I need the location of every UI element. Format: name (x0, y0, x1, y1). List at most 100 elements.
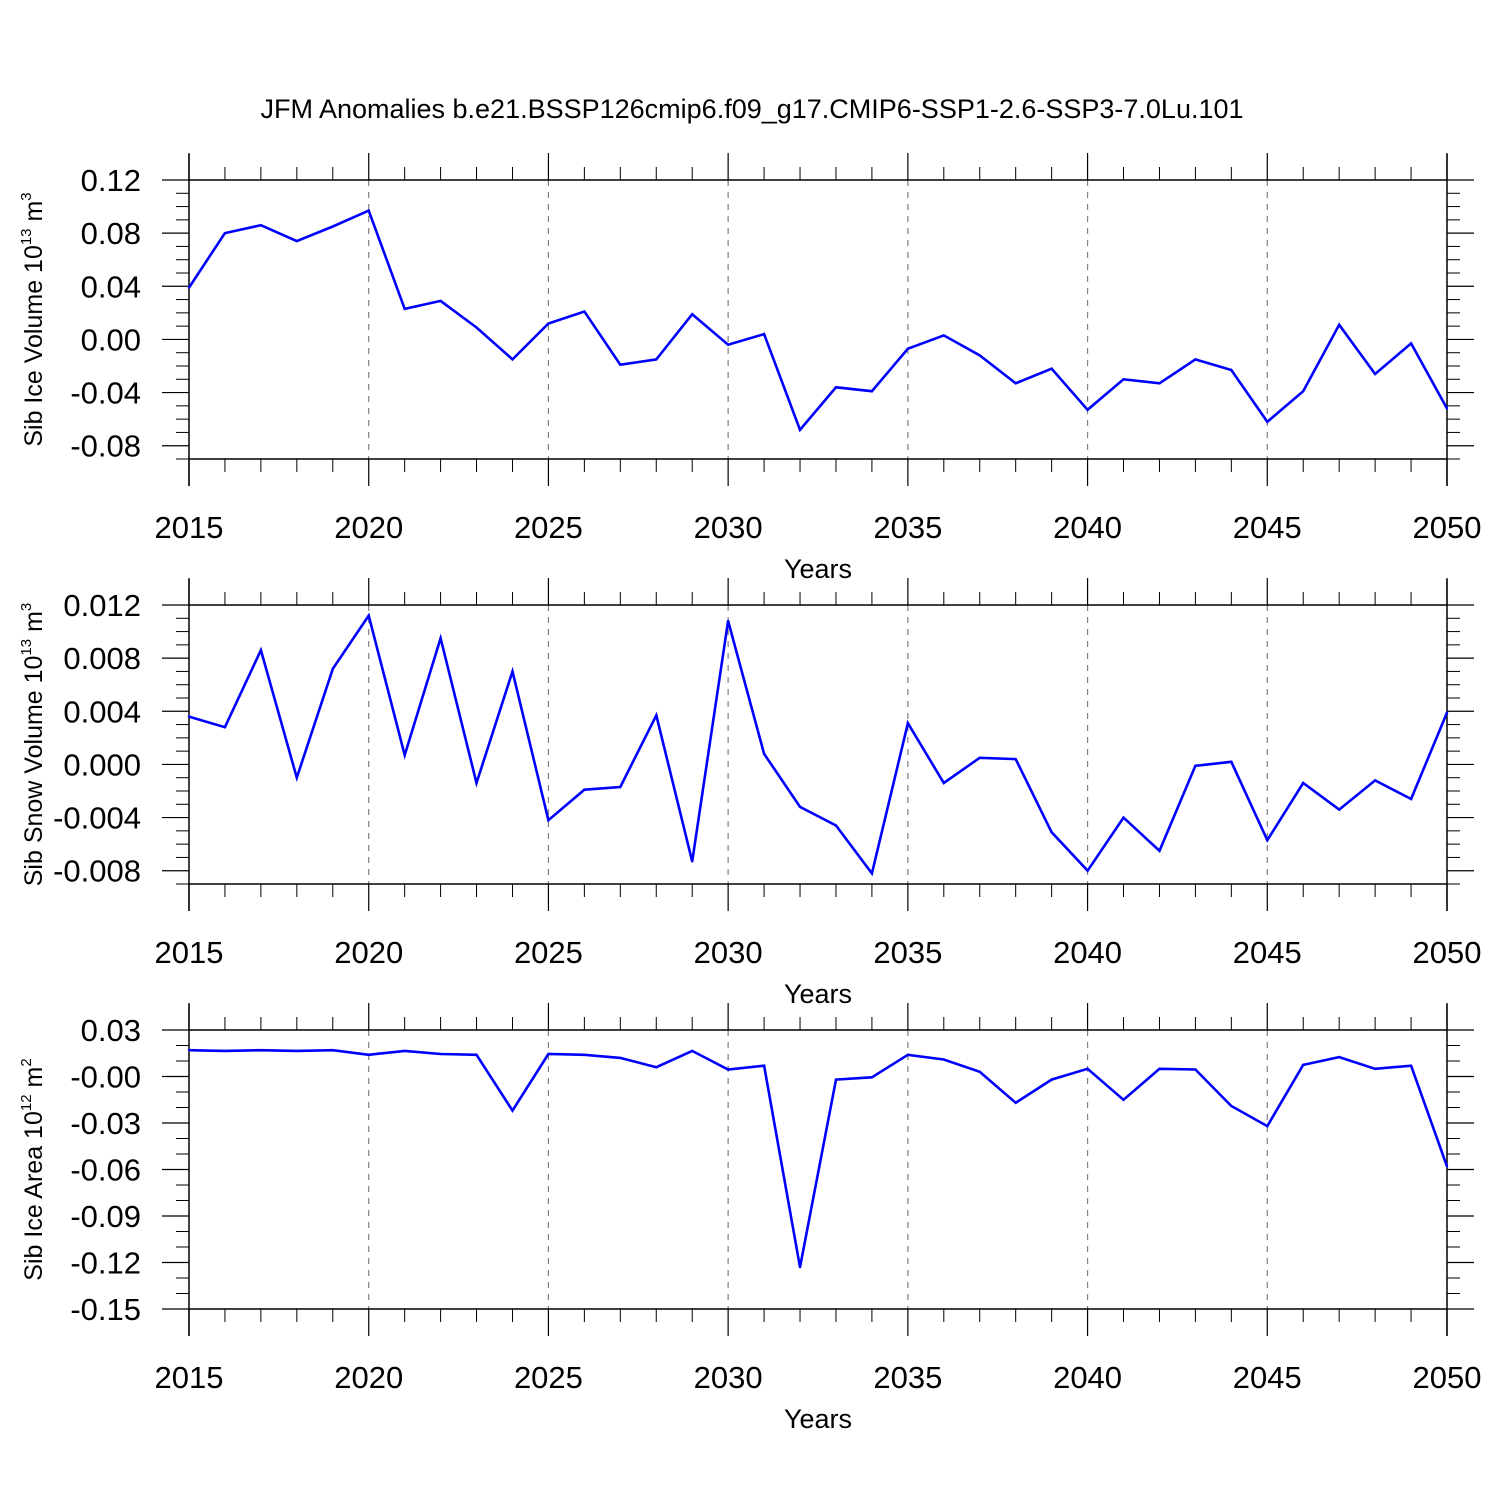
data-point (1373, 779, 1377, 782)
y-tick-label: 0.008 (63, 641, 141, 676)
data-point (906, 722, 910, 725)
data-point (223, 1049, 227, 1053)
series-line (188, 612, 1449, 877)
y-tick-label: -0.15 (70, 1292, 141, 1327)
chart-panels: -0.08 -0.04 0.00 0.04 0.08 0.12 2015 2020 2025 20… (18, 153, 1481, 1434)
data-point (475, 1053, 478, 1057)
data-point (691, 312, 694, 316)
panel-ice-area: -0.15 -0.12 -0.09 -0.06 -0.03 -0.00 0.03 2015 20… (18, 1003, 1481, 1434)
y-tick-label: -0.08 (70, 429, 141, 464)
data-point (439, 1052, 442, 1056)
y-tick-label: -0.12 (70, 1246, 141, 1281)
data-point (511, 670, 514, 673)
data-point (1337, 323, 1341, 327)
data-point (547, 1052, 550, 1056)
x-tick-label: 2040 (1053, 935, 1122, 970)
x-tick-label: 2040 (1053, 510, 1122, 545)
y-tick-label: -0.09 (70, 1199, 141, 1234)
data-point (942, 1058, 945, 1061)
data-point (1122, 816, 1125, 819)
data-point (1194, 1068, 1197, 1071)
data-point (870, 872, 874, 875)
data-point (1266, 1124, 1269, 1128)
data-point (187, 715, 191, 718)
data-point (367, 209, 370, 212)
x-tick-label: 2045 (1233, 935, 1302, 970)
data-point (942, 781, 945, 785)
data-point (1445, 407, 1449, 410)
y-tick-label: -0.00 (70, 1060, 141, 1095)
y-axis-title: Sib Snow Volume 1013 m3 (18, 603, 48, 887)
data-point (762, 1064, 766, 1067)
panel-ice-volume: -0.08 -0.04 0.00 0.04 0.08 0.12 2015 2020 2025 20… (18, 153, 1481, 584)
data-point (547, 819, 550, 822)
data-point (834, 386, 838, 389)
data-point (619, 785, 622, 789)
data-point (1086, 869, 1089, 872)
data-point (798, 428, 802, 431)
y-tick-label: -0.06 (70, 1153, 141, 1188)
data-point (1409, 1064, 1413, 1067)
y-tick-label: -0.04 (70, 376, 141, 411)
data-point (1302, 1063, 1305, 1067)
data-point (870, 390, 874, 393)
x-tick-label: 2020 (334, 1360, 403, 1395)
data-point (475, 781, 478, 785)
x-tick-label: 2025 (514, 510, 583, 545)
data-point (1194, 764, 1197, 767)
x-tick-label: 2045 (1233, 510, 1302, 545)
data-point (403, 753, 406, 757)
data-point (1445, 711, 1449, 714)
y-tick-label: 0.12 (81, 163, 141, 198)
x-tick-label: 2015 (155, 510, 224, 545)
data-point (762, 752, 766, 755)
x-tick-label: 2025 (514, 935, 583, 970)
data-point (259, 223, 263, 227)
y-tick-label: 0.04 (81, 269, 141, 304)
data-point (295, 776, 299, 779)
data-point (1086, 1067, 1089, 1070)
x-tick-label: 2050 (1413, 935, 1482, 970)
data-point (547, 322, 550, 325)
panel-snow-volume: -0.008 -0.004 0.000 0.004 0.008 0.012 2015 2020… (18, 578, 1481, 1009)
y-tick-label: 0.00 (81, 322, 141, 357)
x-tick-label: 2015 (155, 935, 224, 970)
data-point (798, 1265, 802, 1269)
x-tick-label: 2035 (873, 510, 942, 545)
data-point (583, 1053, 586, 1057)
x-tick-label: 2030 (694, 510, 763, 545)
data-point (439, 299, 442, 303)
x-tick-label: 2015 (155, 1360, 224, 1395)
data-point (834, 1078, 838, 1081)
data-point (978, 354, 981, 357)
x-axis-title: Years (784, 979, 852, 1009)
data-point (1266, 838, 1269, 842)
data-point (1086, 408, 1089, 412)
data-point (1373, 1067, 1377, 1070)
data-point (1266, 420, 1269, 423)
x-tick-label: 2050 (1413, 1360, 1482, 1395)
x-axis-title: Years (784, 1404, 852, 1434)
y-tick-label: 0.08 (81, 216, 141, 251)
series-line (187, 208, 1449, 433)
y-tick-label: 0.000 (63, 747, 141, 782)
data-point (906, 1053, 910, 1057)
series-line (188, 1048, 1449, 1268)
data-point (1302, 390, 1305, 393)
data-point (331, 667, 334, 670)
data-point (367, 614, 370, 617)
data-point (726, 343, 730, 346)
data-point (978, 1070, 981, 1074)
data-point (1409, 797, 1413, 801)
y-axis-title: Sib Ice Volume 1013 m3 (18, 192, 48, 446)
x-tick-label: 2030 (694, 1360, 763, 1395)
x-tick-label: 2050 (1413, 510, 1482, 545)
y-axis-title: Sib Ice Area 1012 m2 (18, 1058, 48, 1280)
data-point (1158, 1067, 1161, 1070)
y-tick-label: -0.004 (53, 801, 141, 836)
data-point (1014, 757, 1017, 761)
x-tick-label: 2035 (873, 1360, 942, 1395)
y-tick-label: -0.03 (70, 1106, 141, 1141)
data-point (655, 714, 658, 717)
